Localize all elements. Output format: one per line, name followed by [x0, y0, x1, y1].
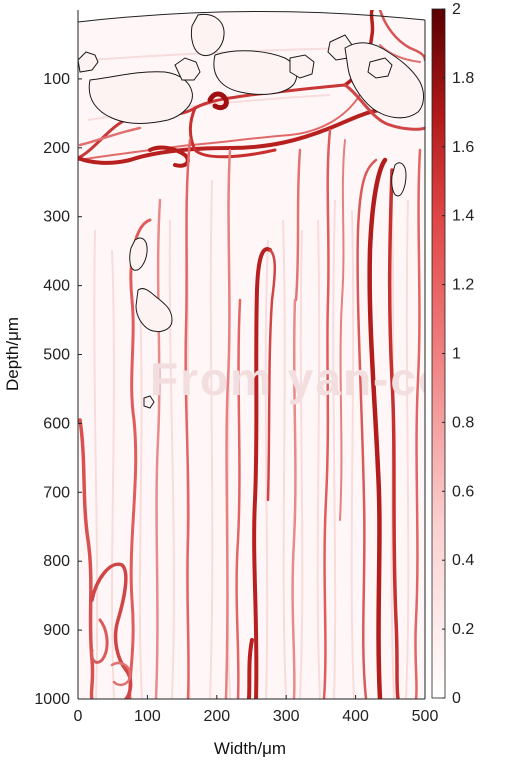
colorbar-tick-label: 2	[452, 1, 461, 18]
colorbar-ticks: 0 0.2 0.4 0.6 0.8 1 1.2 1.4 1.6 1.8 2	[442, 1, 474, 707]
x-tick-label: 400	[342, 708, 369, 725]
x-tick-label: 500	[412, 708, 439, 725]
y-axis-label: Depth/μm	[3, 317, 22, 391]
y-tick-label: 500	[43, 347, 70, 364]
colorbar: 0 0.2 0.4 0.6 0.8 1 1.2 1.4 1.6 1.8 2	[432, 1, 474, 707]
y-tick-label: 100	[43, 71, 70, 88]
y-ticks: 100 200 300 400 500 600 700 800 900 1000	[34, 71, 82, 708]
colorbar-tick-label: 1.2	[452, 277, 474, 294]
x-tick-label: 0	[74, 708, 83, 725]
y-tick-label: 700	[43, 484, 70, 501]
y-tick-label: 200	[43, 140, 70, 157]
y-tick-label: 800	[43, 553, 70, 570]
colorbar-tick-label: 1.6	[452, 139, 474, 156]
y-tick-label: 400	[43, 278, 70, 295]
x-axis-label: Width/μm	[214, 739, 286, 758]
x-tick-label: 200	[203, 708, 230, 725]
colorbar-tick-label: 0.2	[452, 621, 474, 638]
colorbar-tick-label: 1.4	[452, 208, 474, 225]
y-tick-label: 900	[43, 622, 70, 639]
plot-area: From yan-con	[78, 10, 478, 699]
colorbar-tick-label: 0	[452, 690, 461, 707]
colorbar-tick-label: 1.8	[452, 70, 474, 87]
colorbar-tick-label: 0.4	[452, 552, 474, 569]
y-tick-label: 300	[43, 209, 70, 226]
colorbar-tick-label: 0.6	[452, 483, 474, 500]
y-tick-label: 600	[43, 415, 70, 432]
x-tick-label: 100	[134, 708, 161, 725]
watermark-text: From yan-con	[150, 353, 478, 405]
colorbar-tick-label: 1	[452, 346, 461, 363]
colorbar-tick-label: 0.8	[452, 414, 474, 431]
y-tick-label: 1000	[34, 691, 70, 708]
x-tick-label: 300	[273, 708, 300, 725]
